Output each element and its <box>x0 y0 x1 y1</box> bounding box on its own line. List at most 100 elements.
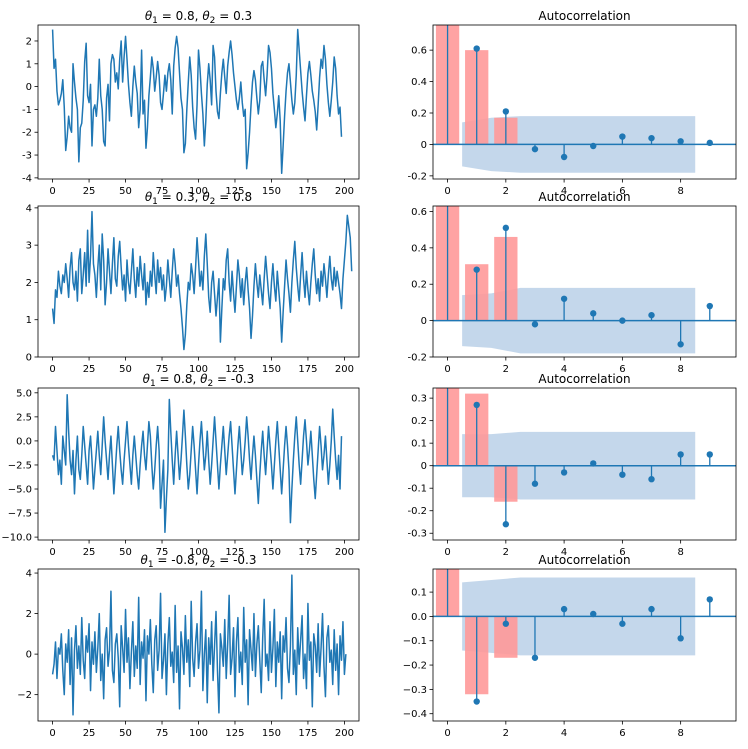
chart-title: Autocorrelation <box>538 190 630 204</box>
series-line <box>51 210 353 351</box>
acf-marker-lag-4 <box>560 469 568 476</box>
acf-panel-2: 0 2 4 6 8 -0.3 -0.2 -0.1 0 0.1 0.2 0.3 Autocorrelati… <box>407 372 737 558</box>
acf-marker-lag-3 <box>531 654 539 661</box>
acf-marker-lag-5 <box>590 610 597 618</box>
plot-area <box>51 210 353 351</box>
x-tick-label: 2 <box>503 728 509 739</box>
y-tick-label: 0 <box>421 316 427 327</box>
acf-marker-lag-7 <box>648 311 655 319</box>
acf-marker-lag-7 <box>648 134 655 142</box>
x-tick-label: 25 <box>83 728 96 739</box>
x-tick-label: 8 <box>677 547 683 558</box>
y-tick-label: 2 <box>26 278 32 289</box>
y-tick-label: −0.1 <box>403 636 427 647</box>
x-tick-label: 175 <box>298 186 317 197</box>
x-tick-label: 50 <box>119 186 132 197</box>
y-tick-label: 0.2 <box>411 416 427 427</box>
y-tick-label: −10.0 <box>1 533 32 544</box>
y-tick-label: 0.4 <box>411 77 427 88</box>
acf-panel-0: 0 2 4 6 8 -0.2 0 0.2 0.4 0.6 Autocorrelation <box>407 9 737 197</box>
y-tick-label: 4 <box>26 203 32 214</box>
y-tick-label: 5.0 <box>16 388 32 399</box>
y-tick-label: −0.3 <box>403 685 427 696</box>
x-tick-label: 100 <box>189 728 208 739</box>
y-tick-label: 0.0 <box>16 436 32 447</box>
timeseries-panel-1: 0 25 50 75 100 125 150 175 200 0 1 2 3 4 θ1 = 0.3, θ2 … <box>26 190 360 375</box>
timeseries-panel-0: 0 25 50 75 100 125 150 175 200 -4 -3 -2 -1 0 1 2 θ1 = 0.… <box>22 9 360 197</box>
y-tick-label: 3 <box>26 241 32 252</box>
y-tick-label: 0 <box>421 461 427 472</box>
y-tick-label: −2.5 <box>8 460 32 471</box>
y-tick-label: 0.6 <box>411 207 427 218</box>
x-tick-label: 6 <box>619 728 625 739</box>
x-tick-label: 75 <box>156 547 169 558</box>
y-tick-label: −0.2 <box>403 661 427 672</box>
acf-marker-lag-8 <box>677 341 684 348</box>
x-tick-label: 25 <box>83 364 96 375</box>
x-tick-label: 4 <box>561 728 567 739</box>
y-tick-label: -0.2 <box>407 506 427 517</box>
chart-title: Autocorrelation <box>538 372 630 386</box>
plot-area <box>433 25 736 173</box>
acf-marker-lag-2 <box>502 620 510 627</box>
x-tick-label: 0 <box>444 364 450 375</box>
x-tick-label: 2 <box>503 547 509 558</box>
x-tick-label: 100 <box>189 186 208 197</box>
acf-marker-lag-6 <box>619 133 626 140</box>
x-tick-label: 150 <box>262 364 281 375</box>
acf-marker-lag-4 <box>560 295 568 302</box>
plot-area <box>433 206 736 354</box>
x-tick-label: 150 <box>262 186 281 197</box>
x-tick-label: 175 <box>298 364 317 375</box>
y-tick-label: −7.5 <box>8 509 32 520</box>
x-tick-label: 125 <box>225 728 244 739</box>
y-tick-label: 2 <box>26 36 32 47</box>
x-tick-label: 100 <box>189 547 208 558</box>
y-tick-label: 0.4 <box>411 243 427 254</box>
x-tick-label: 125 <box>225 364 244 375</box>
x-tick-label: 0 <box>444 728 450 739</box>
acf-marker-lag-8 <box>677 635 684 642</box>
x-tick-label: 6 <box>619 547 625 558</box>
x-tick-label: 75 <box>156 186 169 197</box>
y-tick-label: −5.0 <box>8 485 32 496</box>
y-tick-label: 0.0 <box>411 612 427 623</box>
y-tick-label: 0 <box>421 140 427 151</box>
x-tick-label: 175 <box>298 728 317 739</box>
plot-area <box>51 574 347 716</box>
x-tick-label: 0 <box>49 547 55 558</box>
chart-title: θ1 = 0.8, θ2 = -0.3 <box>143 372 255 389</box>
y-tick-label: −2 <box>17 690 32 701</box>
axes-frame <box>432 205 737 358</box>
acf-marker-lag-2 <box>502 224 510 232</box>
x-tick-label: 50 <box>119 728 132 739</box>
plot-area <box>51 393 343 534</box>
chart-title: θ1 = 0.3, θ2 = 0.8 <box>145 190 252 207</box>
x-tick-label: 50 <box>119 364 132 375</box>
x-tick-label: 75 <box>156 364 169 375</box>
x-tick-label: 0 <box>49 728 55 739</box>
y-tick-label: 0 <box>26 650 32 661</box>
x-tick-label: 4 <box>561 364 567 375</box>
chart-title: Autocorrelation <box>538 553 630 567</box>
chart-title: θ1 = -0.8, θ2 = -0.3 <box>141 553 257 570</box>
acf-marker-lag-9 <box>706 302 713 310</box>
acf-marker-lag-8 <box>677 138 684 145</box>
x-tick-label: 200 <box>335 728 354 739</box>
x-tick-label: 6 <box>619 186 625 197</box>
y-tick-label: -0.1 <box>407 484 427 495</box>
x-tick-label: 6 <box>619 364 625 375</box>
y-tick-label: 0.3 <box>411 394 427 405</box>
y-tick-label: 1 <box>26 315 32 326</box>
acf-marker-lag-5 <box>590 310 597 317</box>
y-tick-label: -0.3 <box>407 529 427 540</box>
acf-marker-lag-6 <box>619 471 626 478</box>
acf-marker-lag-9 <box>706 139 713 147</box>
acf-marker-lag-5 <box>590 460 597 467</box>
x-tick-label: 2 <box>503 186 509 197</box>
series-line <box>51 393 343 534</box>
x-tick-label: 50 <box>119 547 132 558</box>
acf-marker-lag-3 <box>531 480 539 487</box>
acf-marker-lag-4 <box>560 605 568 613</box>
